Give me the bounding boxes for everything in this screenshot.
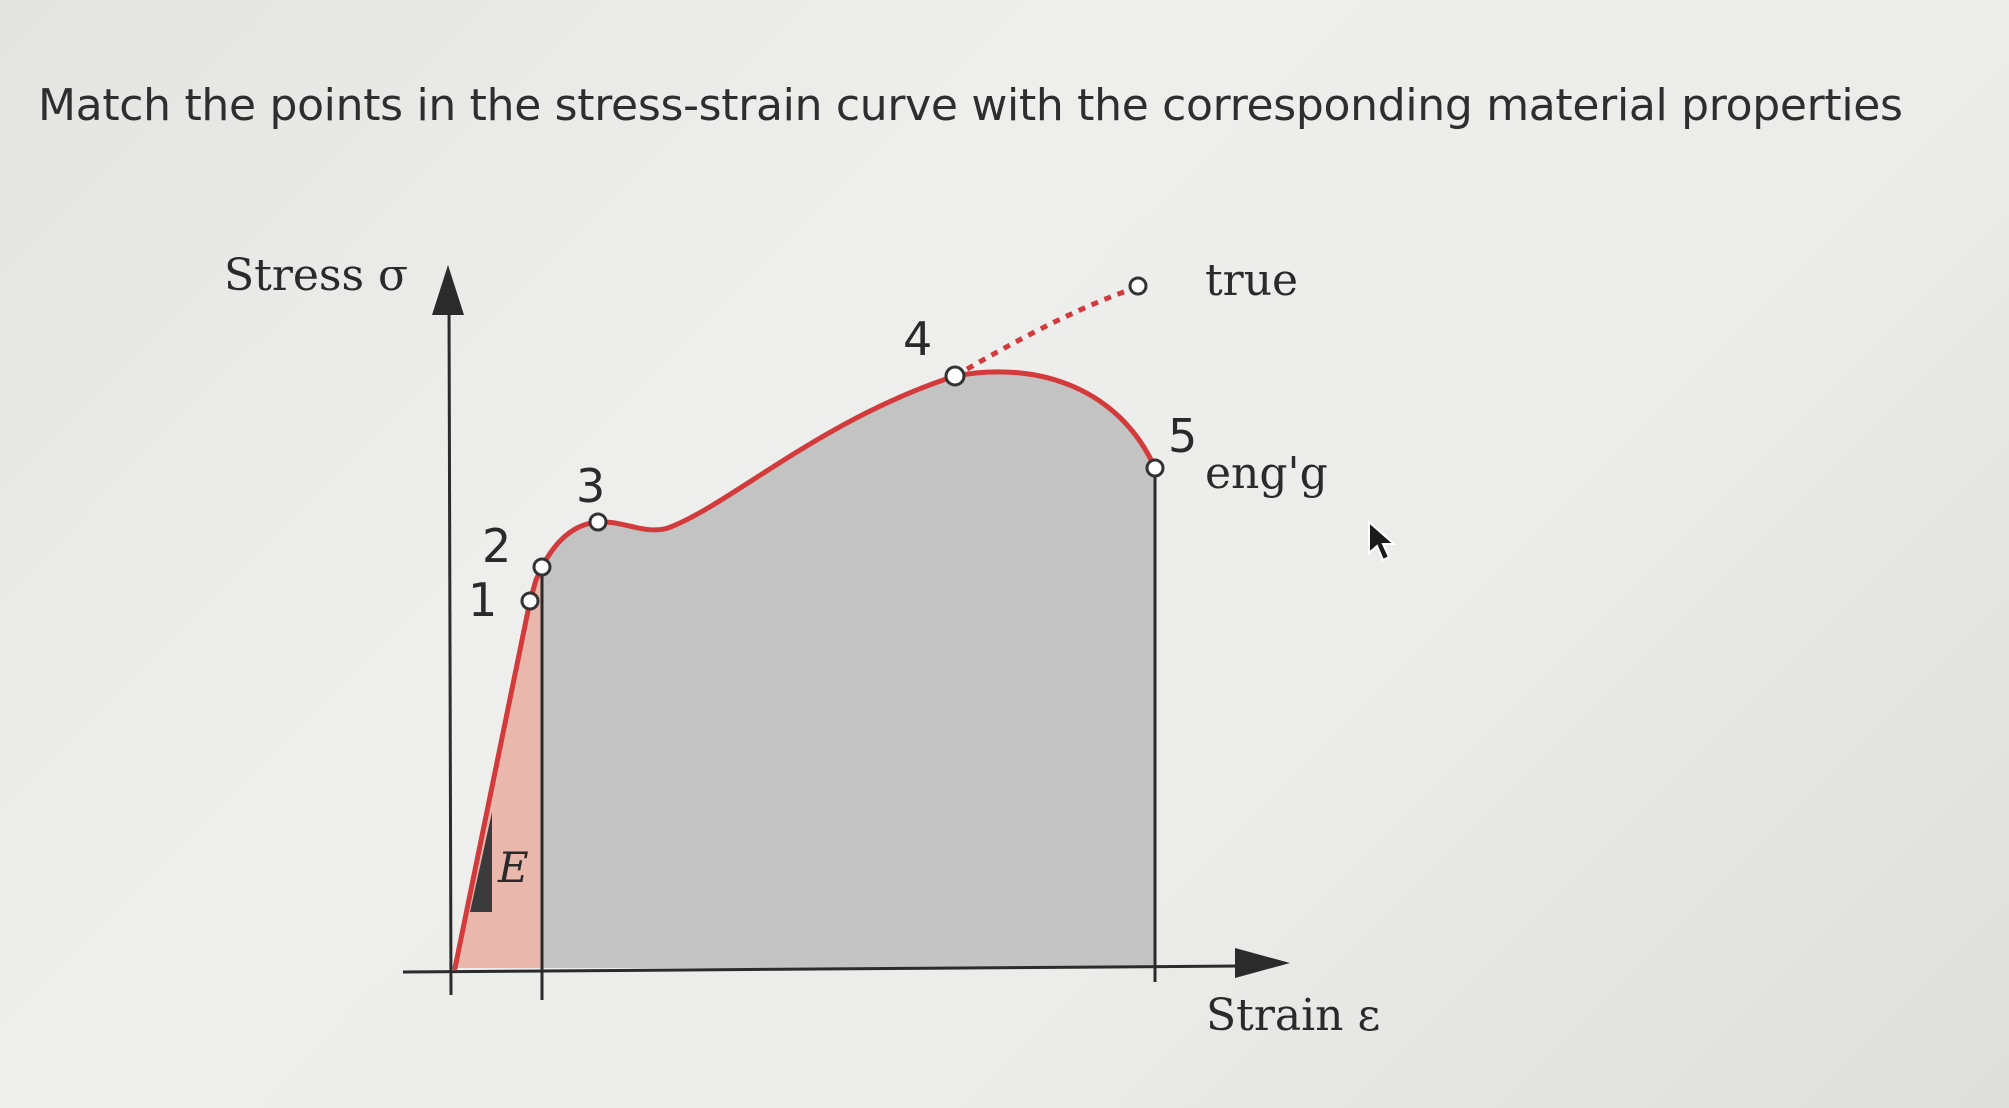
- point-1-label: 1: [468, 573, 497, 627]
- point-4-marker: [944, 365, 966, 387]
- question-text: Match the points in the stress-strain cu…: [38, 80, 1903, 131]
- x-axis-arrowhead: [1235, 948, 1290, 978]
- true-end-marker: [1128, 276, 1148, 296]
- point-2-label: 2: [482, 519, 511, 573]
- mouse-cursor-icon: [1368, 520, 1397, 562]
- modulus-label: E: [497, 843, 529, 892]
- modulus-triangle: [470, 812, 492, 912]
- true-curve-label: true: [1205, 255, 1298, 306]
- point-1-marker: [520, 591, 540, 611]
- x-axis: [402, 964, 1241, 974]
- plastic-region-fill: [542, 371, 1155, 968]
- point-5-label: 5: [1168, 409, 1197, 463]
- y-axis-arrowhead: [432, 265, 464, 315]
- point-2-marker: [532, 557, 552, 577]
- point-3-marker: [588, 512, 608, 532]
- y-axis-label: Stress σ: [224, 250, 408, 301]
- point-5-marker: [1145, 458, 1165, 478]
- x-axis-label: Strain ε: [1206, 990, 1380, 1041]
- engineering-curve: [452, 369, 1158, 971]
- point-3-label: 3: [576, 459, 605, 513]
- engineering-curve-label: eng'g: [1205, 448, 1328, 499]
- y-axis: [447, 301, 453, 996]
- point-4-label: 4: [903, 312, 932, 366]
- true-curve: [953, 285, 1136, 379]
